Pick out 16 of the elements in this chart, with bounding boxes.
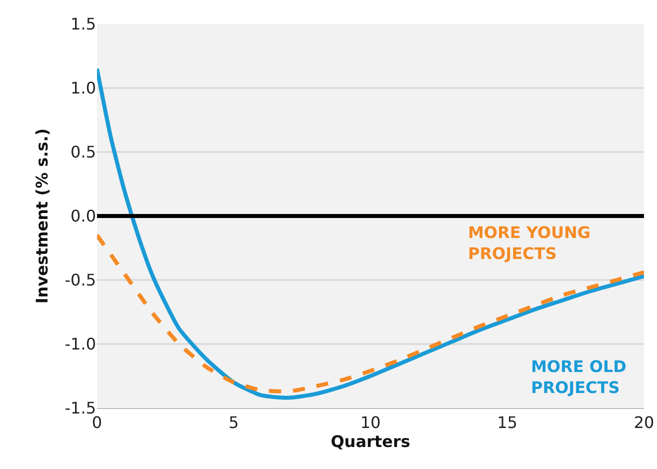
x-tick-label: 15 [497,413,518,432]
x-tick-label: 5 [228,413,239,432]
y-tick-label: 0.0 [70,206,96,226]
y-axis-title: Investment (% s.s.) [32,128,52,304]
y-tick-label: -0.5 [64,270,96,290]
x-tick-label: 10 [360,413,381,432]
y-tick-label: 1.5 [70,14,96,34]
text: MORE OLD PROJECTS [531,357,626,397]
series-label: MORE YOUNG PROJECTS [468,223,590,263]
x-tick-label: 20 [634,413,654,432]
line-series [97,66,644,400]
x-axis-title: Quarters [330,432,410,452]
y-tick-label: 1.0 [70,78,96,98]
y-tick-label: 0.5 [70,142,96,162]
x-tick-label: 0 [92,413,102,432]
y-tick-label: -1.0 [64,334,96,354]
